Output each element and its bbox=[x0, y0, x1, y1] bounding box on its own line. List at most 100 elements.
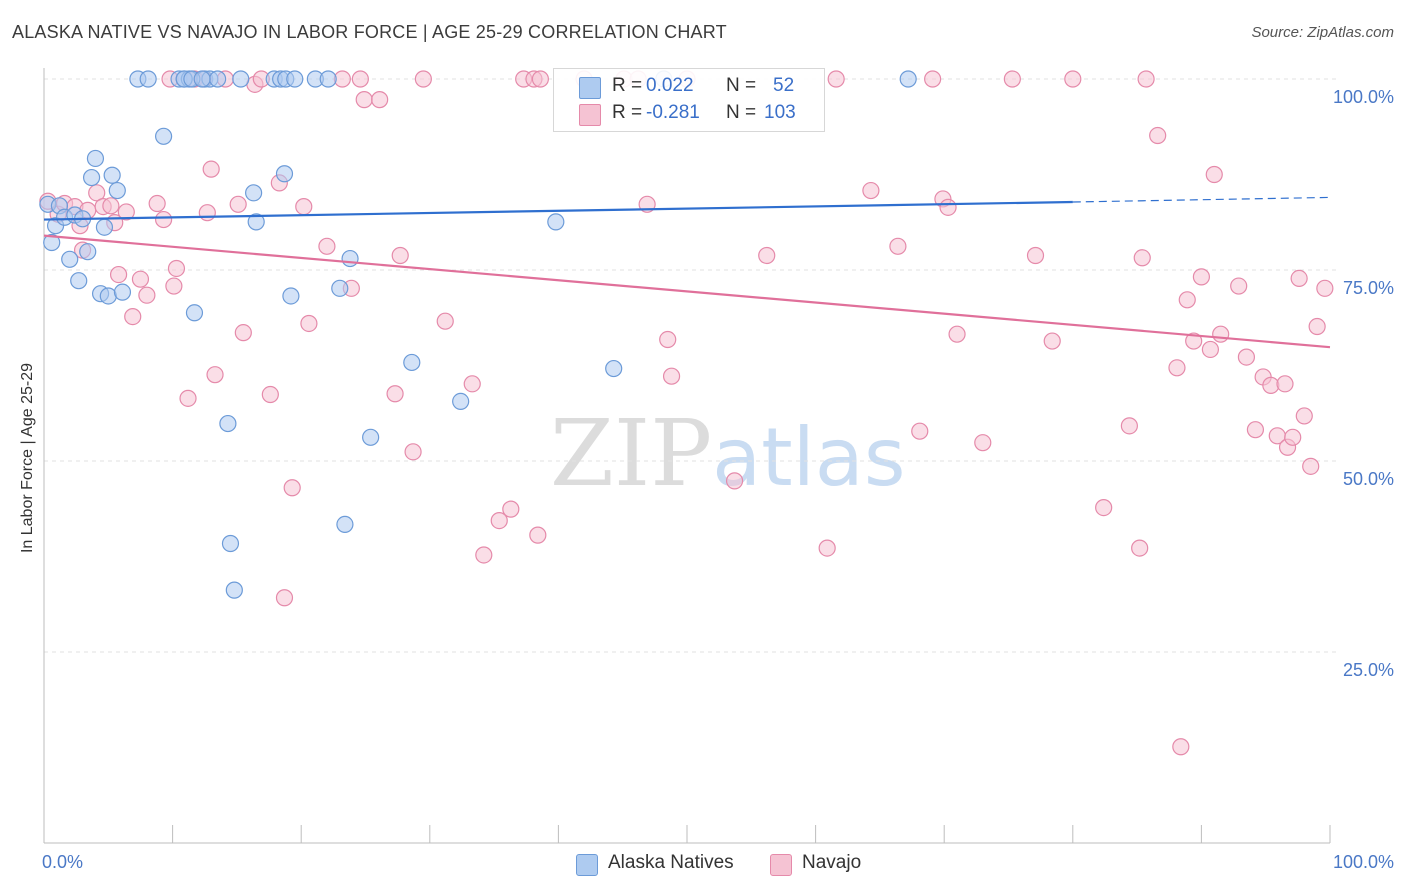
alaska-point bbox=[341, 249, 359, 268]
alaska-point bbox=[247, 213, 265, 231]
navajo-trend-line bbox=[43, 234, 1331, 349]
navajo-point bbox=[758, 246, 776, 265]
navajo-point bbox=[124, 308, 142, 326]
navajo-point bbox=[117, 203, 135, 221]
navajo-point bbox=[818, 539, 836, 557]
navajo-point bbox=[355, 91, 373, 109]
alaska-point bbox=[154, 127, 173, 145]
navajo-point bbox=[1205, 165, 1223, 184]
navajo-point bbox=[827, 70, 845, 88]
n-label: N = bbox=[726, 102, 757, 123]
alaska-point bbox=[139, 70, 157, 88]
watermark-atlas: atlas bbox=[712, 411, 906, 504]
alaska-point bbox=[282, 287, 300, 305]
navajo-point bbox=[167, 259, 186, 278]
alaska-point bbox=[43, 233, 61, 252]
y-tick-label-25: 25.0% bbox=[1342, 660, 1394, 680]
alaska-point bbox=[403, 353, 421, 372]
navajo-point bbox=[1043, 332, 1061, 350]
alaska-trend-extension bbox=[1072, 196, 1331, 203]
navajo-point bbox=[371, 91, 389, 109]
navajo-point bbox=[1302, 457, 1320, 475]
alaska-point bbox=[605, 359, 623, 378]
watermark: ZIPatlas bbox=[550, 400, 906, 507]
navajo-point bbox=[502, 500, 520, 518]
navajo-point bbox=[229, 195, 247, 213]
alaska-point bbox=[61, 250, 79, 268]
alaska-point bbox=[209, 70, 227, 88]
n-label: N = bbox=[726, 75, 757, 96]
navajo-point bbox=[1237, 348, 1256, 366]
y-tick-label-50: 50.0% bbox=[1342, 469, 1394, 489]
alaska-point bbox=[185, 304, 204, 322]
navajo-point bbox=[1276, 375, 1294, 393]
series-legend: Alaska Natives Navajo bbox=[0, 852, 1406, 878]
alaska-point bbox=[103, 166, 121, 184]
navajo-point bbox=[862, 181, 880, 200]
alaska-point bbox=[286, 70, 304, 88]
navajo-point bbox=[529, 526, 547, 544]
navajo-point bbox=[165, 277, 183, 295]
navajo-point bbox=[1262, 376, 1280, 394]
navajo-point bbox=[662, 367, 681, 385]
navajo-point bbox=[1133, 249, 1151, 267]
navajo-point bbox=[475, 546, 493, 564]
alaska-point bbox=[70, 272, 88, 290]
alaska-point bbox=[225, 581, 243, 599]
navajo-point bbox=[414, 70, 432, 88]
navajo-point bbox=[725, 472, 744, 490]
navajo-point bbox=[490, 511, 508, 530]
alaska-point bbox=[336, 515, 354, 534]
navajo-point bbox=[1172, 738, 1190, 756]
r-label: R = bbox=[612, 102, 643, 123]
alaska-point bbox=[113, 283, 132, 301]
navajo-point bbox=[300, 314, 318, 333]
navajo-point bbox=[1316, 279, 1334, 297]
navajo-point bbox=[974, 434, 992, 452]
navajo-point bbox=[131, 270, 150, 288]
navajo-point bbox=[1192, 268, 1211, 286]
alaska-point bbox=[547, 213, 565, 231]
navajo-point bbox=[1284, 428, 1302, 446]
navajo-legend-swatch bbox=[770, 854, 792, 876]
navajo-point bbox=[1026, 246, 1045, 265]
source-label: Source: ZipAtlas.com bbox=[1251, 24, 1394, 41]
n-value: 52 bbox=[773, 75, 795, 96]
alaska-point bbox=[899, 70, 917, 88]
chart-title: ALASKA NATIVE VS NAVAJO IN LABOR FORCE |… bbox=[12, 22, 727, 42]
stats-row-alaska: R = 0.022 N = 52 bbox=[554, 74, 824, 100]
legend-label-navajo: Navajo bbox=[802, 852, 862, 873]
navajo-point bbox=[1131, 539, 1149, 557]
r-value: -0.281 bbox=[646, 102, 700, 123]
navajo-point bbox=[1064, 70, 1082, 88]
navajo-point bbox=[148, 194, 166, 213]
alaska-point bbox=[331, 279, 349, 297]
navajo-point bbox=[1095, 499, 1113, 517]
navajo-point bbox=[102, 197, 120, 215]
navajo-point bbox=[1149, 126, 1167, 145]
navajo-point bbox=[318, 237, 336, 255]
alaska-point bbox=[245, 184, 263, 202]
navajo-point bbox=[1230, 277, 1248, 295]
alaska-point bbox=[86, 149, 105, 168]
alaska-swatch bbox=[579, 77, 601, 99]
navajo-point bbox=[386, 385, 404, 403]
navajo-point bbox=[889, 237, 907, 255]
r-label: R = bbox=[612, 75, 643, 96]
navajo-point bbox=[138, 286, 156, 304]
navajo-point bbox=[154, 210, 173, 229]
navajo-point bbox=[1290, 269, 1308, 288]
navajo-point bbox=[351, 70, 369, 88]
alaska-point bbox=[362, 428, 380, 446]
navajo-point bbox=[1137, 70, 1155, 88]
navajo-point bbox=[1168, 359, 1186, 377]
alaska-point bbox=[221, 534, 240, 553]
legend-label-alaska: Alaska Natives bbox=[608, 852, 734, 873]
navajo-point bbox=[1003, 70, 1021, 88]
x-tick-label-100: 100.0% bbox=[1332, 852, 1394, 872]
navajo-point bbox=[109, 265, 128, 284]
navajo-point bbox=[436, 312, 454, 330]
alaska-legend-swatch bbox=[576, 854, 598, 876]
navajo-point bbox=[88, 184, 106, 202]
navajo-point bbox=[295, 197, 313, 216]
